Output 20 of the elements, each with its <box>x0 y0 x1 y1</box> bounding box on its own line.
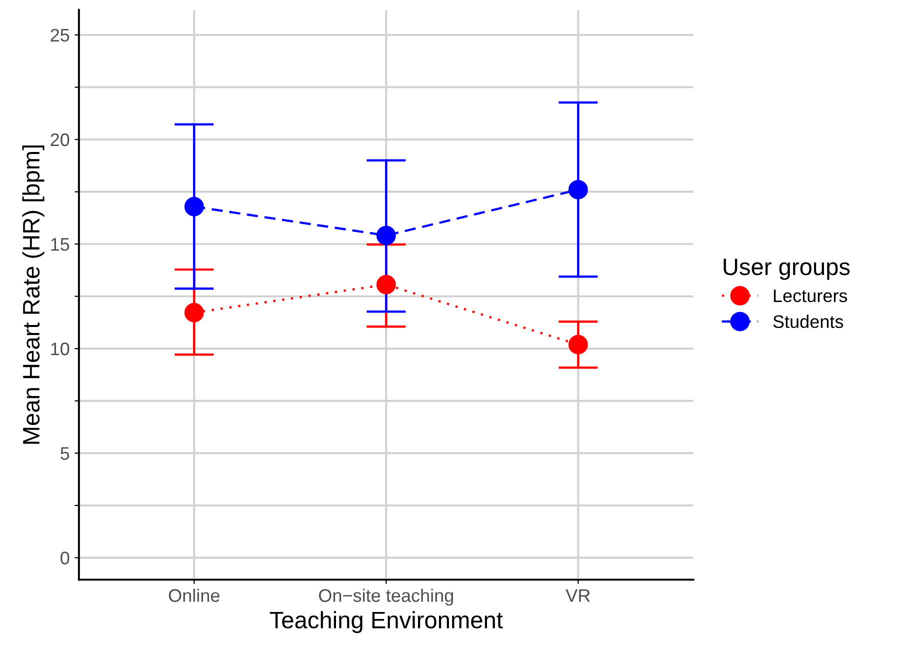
point <box>568 180 588 200</box>
point <box>376 274 396 294</box>
y-tick-label: 10 <box>51 342 70 356</box>
y-tick-label: 20 <box>50 133 70 146</box>
point <box>376 226 396 246</box>
x-axis-title: Teaching Environment <box>270 611 503 634</box>
point <box>184 302 204 322</box>
y-tick-label: 15 <box>51 238 70 251</box>
x-tick-label: Online <box>168 588 220 602</box>
y-tick-label: 0 <box>60 552 70 564</box>
y-tick-label: 25 <box>50 28 70 42</box>
legend-label: Students <box>773 314 844 328</box>
legend-title: User groups <box>724 258 850 280</box>
y-tick-label: 5 <box>60 447 70 460</box>
point <box>184 196 204 216</box>
x-tick-label: On−site teaching <box>319 588 453 606</box>
x-tick-label: VR <box>566 589 590 602</box>
legend-label: Lecturers <box>774 290 848 302</box>
y-axis-title: Mean Heart Rate (HR) [bpm] <box>22 146 44 444</box>
point <box>568 334 588 354</box>
